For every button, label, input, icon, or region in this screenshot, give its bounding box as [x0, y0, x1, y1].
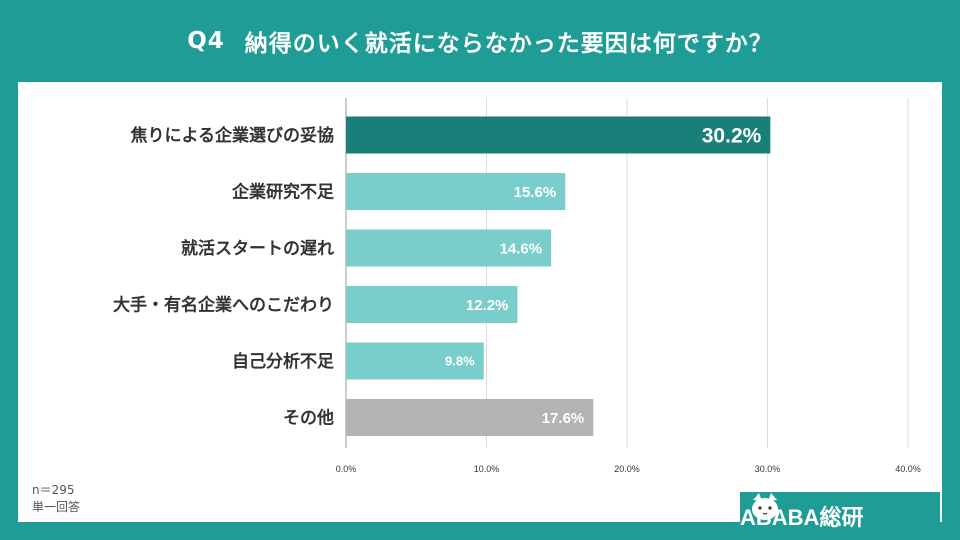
x-tick-label: 0.0%: [336, 464, 357, 474]
footnote: n＝295 単一回答: [32, 482, 80, 516]
cat-logo-icon: [752, 493, 778, 520]
data-label: 30.2%: [702, 125, 762, 148]
sample-size: n＝295: [32, 483, 75, 497]
bar: [346, 399, 594, 436]
question-number: Q4: [187, 28, 225, 54]
bar: [346, 229, 552, 267]
question-text: 納得のいく就活にならなかった要因は何ですか？: [244, 31, 773, 57]
data-label: 17.6%: [542, 410, 585, 427]
category-label: 就活スタートの遅れ: [181, 238, 334, 259]
x-tick-label: 40.0%: [895, 464, 921, 474]
category-label: 企業研究不足: [231, 182, 334, 203]
bar: [346, 286, 518, 323]
data-label: 9.8%: [445, 354, 475, 369]
category-label: その他: [283, 408, 334, 429]
data-label: 14.6%: [500, 240, 543, 257]
x-tick-label: 20.0%: [614, 464, 640, 474]
x-tick-label: 30.0%: [755, 464, 781, 474]
data-label: 12.2%: [466, 297, 509, 314]
bar: [346, 342, 484, 380]
bar: [346, 116, 771, 154]
chart-title: Q4 納得のいく就活にならなかった要因は何ですか？: [0, 0, 960, 82]
answer-type: 単一回答: [32, 500, 81, 514]
category-label: 大手・有名企業へのこだわり: [113, 295, 334, 316]
data-label: 15.6%: [514, 184, 557, 201]
bar: [346, 173, 566, 210]
brand-logo: ABABA総研: [740, 492, 940, 540]
category-label: 自己分析不足: [232, 351, 334, 372]
x-tick-label: 10.0%: [474, 464, 500, 474]
category-label: 焦りによる企業選びの妥協: [130, 125, 335, 146]
